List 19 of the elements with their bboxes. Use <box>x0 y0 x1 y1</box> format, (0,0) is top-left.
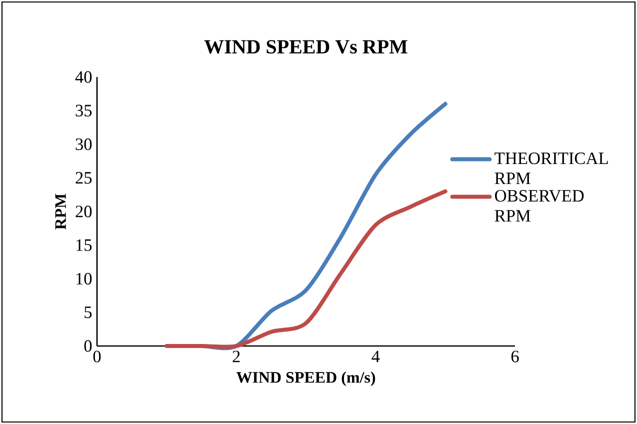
x-tick-label: 6 <box>511 350 519 362</box>
x-tick-label: 4 <box>372 350 380 362</box>
y-axis-title: RPM <box>55 194 66 230</box>
x-tick-label: 2 <box>232 350 240 362</box>
chart-title: WIND SPEED Vs RPM <box>204 40 408 54</box>
legend-label: THEORITICAL RPM <box>494 152 608 184</box>
y-tick-label: 10 <box>76 272 92 285</box>
y-tick-label: 30 <box>76 138 92 150</box>
legend-label: OBSERVED RPM <box>494 190 584 222</box>
y-tick-label: 0 <box>84 340 92 352</box>
x-axis-title: WIND SPEED (m/s) <box>236 372 376 386</box>
y-tick-label: 5 <box>84 306 92 318</box>
y-tick-label: 15 <box>76 239 92 251</box>
x-tick-label: 0 <box>93 350 101 362</box>
y-tick-label: 40 <box>75 71 92 83</box>
y-tick-label: 25 <box>76 172 92 184</box>
y-tick-label: 20 <box>76 206 92 218</box>
y-tick-label: 35 <box>76 104 92 116</box>
line-series <box>164 189 448 349</box>
